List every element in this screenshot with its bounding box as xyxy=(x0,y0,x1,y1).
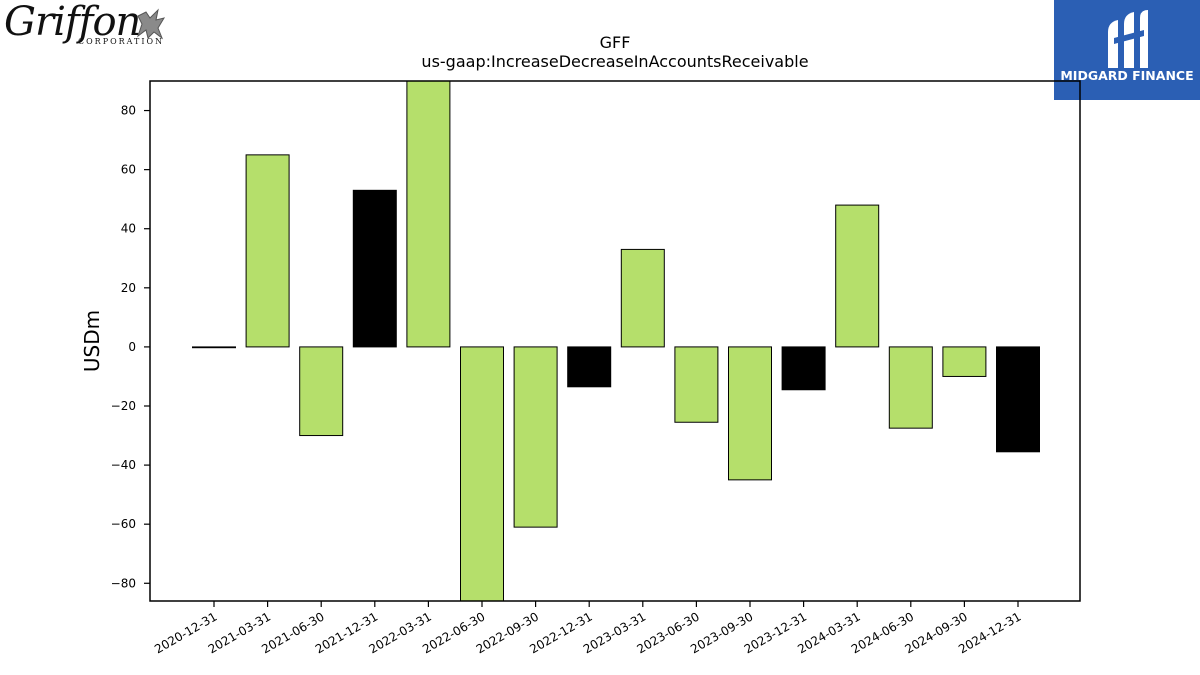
bar xyxy=(674,346,719,423)
y-tick-label: 80 xyxy=(121,104,136,118)
bar xyxy=(513,346,558,528)
y-tick-label: 20 xyxy=(121,281,136,295)
bar xyxy=(620,248,665,348)
midgard-finance-logo: MIDGARD FINANCE xyxy=(1054,0,1200,100)
bar xyxy=(781,346,826,391)
y-tick-label: −80 xyxy=(111,576,136,590)
chart-subtitle: us-gaap:IncreaseDecreaseInAccountsReceiv… xyxy=(421,52,809,71)
bar xyxy=(835,204,880,348)
chart-title: GFF xyxy=(599,33,631,52)
bar xyxy=(352,189,397,348)
y-tick-label: −40 xyxy=(111,458,136,472)
griffon-wordmark: Griffon xyxy=(4,0,141,45)
bar xyxy=(567,346,612,388)
midgard-brand-name: MIDGARD FINANCE xyxy=(1060,68,1194,83)
y-tick-label: 60 xyxy=(121,163,136,177)
griffon-logo: Griffon CORPORATION xyxy=(4,0,166,48)
bar xyxy=(406,80,451,348)
bar xyxy=(460,346,504,602)
bar xyxy=(245,154,290,348)
griffon-subtext: CORPORATION xyxy=(78,37,165,46)
y-tick-label: 0 xyxy=(128,340,136,354)
y-axis-label: USDm xyxy=(80,310,104,372)
y-tick-label: −60 xyxy=(111,517,136,531)
y-tick-label: 40 xyxy=(121,222,136,236)
bar xyxy=(192,346,236,349)
midgard-mark-icon xyxy=(1108,10,1148,68)
griffin-icon xyxy=(137,8,166,40)
y-tick-label: −20 xyxy=(111,399,136,413)
bar xyxy=(996,346,1040,453)
bar xyxy=(942,346,987,377)
bar xyxy=(299,346,344,437)
bar xyxy=(728,346,772,481)
plot-frame xyxy=(149,80,1081,602)
bar xyxy=(888,346,933,429)
